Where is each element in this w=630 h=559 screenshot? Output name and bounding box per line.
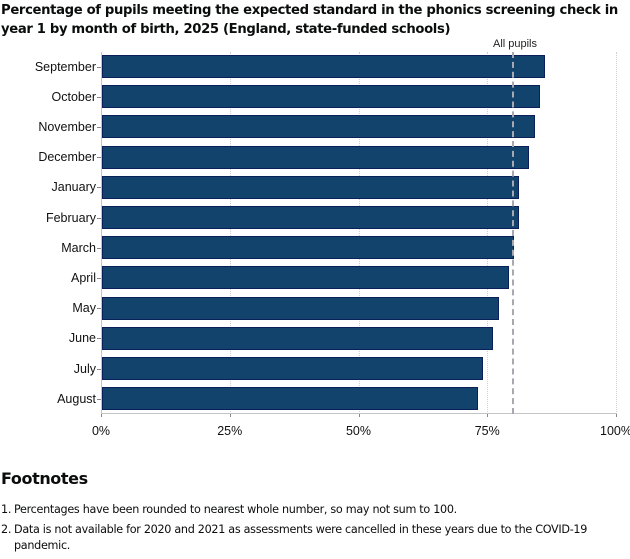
x-axis-tick [616, 413, 617, 417]
y-axis-tick [97, 96, 101, 98]
bar-june[interactable] [102, 326, 494, 350]
x-axis-tick [101, 413, 102, 417]
bar-august[interactable] [102, 387, 478, 411]
y-axis-label-april: April [70, 270, 96, 285]
bar-march[interactable] [102, 236, 514, 260]
y-axis-tick [97, 217, 101, 219]
bar-november[interactable] [102, 115, 535, 139]
bar-april[interactable] [102, 266, 509, 290]
bar-december[interactable] [102, 145, 530, 169]
x-axis-tick-label: 100% [600, 424, 630, 438]
footnote-number: 2. [1, 523, 12, 536]
y-axis-tick [97, 398, 101, 400]
gridline [229, 52, 231, 414]
y-axis-label-july: July [73, 361, 96, 376]
x-axis-tick [487, 413, 489, 417]
x-axis-tick-label: 75% [474, 424, 500, 438]
gridline [358, 52, 360, 414]
y-axis-tick [97, 308, 101, 310]
footnote-text: Data is not available for 2020 and 2021 … [14, 523, 588, 552]
footnotes-heading: Footnotes [1, 469, 88, 488]
all-pupils-reference-line [512, 52, 514, 414]
y-axis-tick [97, 66, 101, 68]
bar-chart: 0% 25% 50% 75% 100% September October November D… [34, 38, 630, 438]
y-axis-label-february: February [45, 210, 96, 225]
footnote-item: 1. Percentages have been rounded to neare… [1, 502, 629, 518]
x-axis-line [101, 413, 617, 414]
bar-july[interactable] [102, 357, 484, 380]
chart-title: Percentage of pupils meeting the expecte… [1, 3, 618, 37]
x-axis-tick [229, 413, 231, 417]
gridline [487, 52, 489, 414]
all-pupils-label: All pupils [492, 38, 538, 50]
y-axis-tick [97, 368, 101, 370]
y-axis-label-august: August [57, 391, 96, 406]
footnotes-list: 1. Percentages have been rounded to neare… [1, 502, 629, 558]
x-axis-tick-label: 25% [217, 424, 243, 438]
y-axis-line [101, 52, 102, 414]
y-axis-tick [97, 277, 101, 279]
y-axis-label-january: January [51, 180, 96, 195]
y-axis-label-june: June [68, 331, 96, 346]
y-axis-label-september: September [34, 59, 96, 74]
y-axis-tick [97, 126, 101, 128]
y-axis-label-october: October [51, 89, 96, 104]
gridline [616, 52, 617, 414]
bar-september[interactable] [102, 55, 545, 78]
x-axis-tick-label: 0% [91, 424, 111, 438]
footnote-number: 1. [1, 503, 12, 516]
y-axis-label-march: March [61, 240, 96, 255]
y-axis-tick [97, 157, 101, 159]
y-axis-tick [97, 247, 101, 249]
y-axis-label-december: December [38, 150, 96, 165]
bar-october[interactable] [102, 85, 540, 109]
y-axis-label-november: November [38, 119, 96, 134]
x-axis-tick [358, 413, 360, 417]
x-axis-tick-label: 50% [345, 424, 372, 438]
bar-may[interactable] [102, 296, 499, 320]
footnote-text: Percentages have been rounded to nearest… [14, 503, 457, 516]
y-axis-label-may: May [72, 301, 96, 316]
bar-january[interactable] [102, 175, 520, 199]
bar-february[interactable] [102, 206, 520, 229]
footnote-item: 2. Data is not available for 2020 and 202… [1, 522, 629, 554]
y-axis-tick [97, 338, 101, 340]
y-axis-tick [97, 187, 101, 189]
